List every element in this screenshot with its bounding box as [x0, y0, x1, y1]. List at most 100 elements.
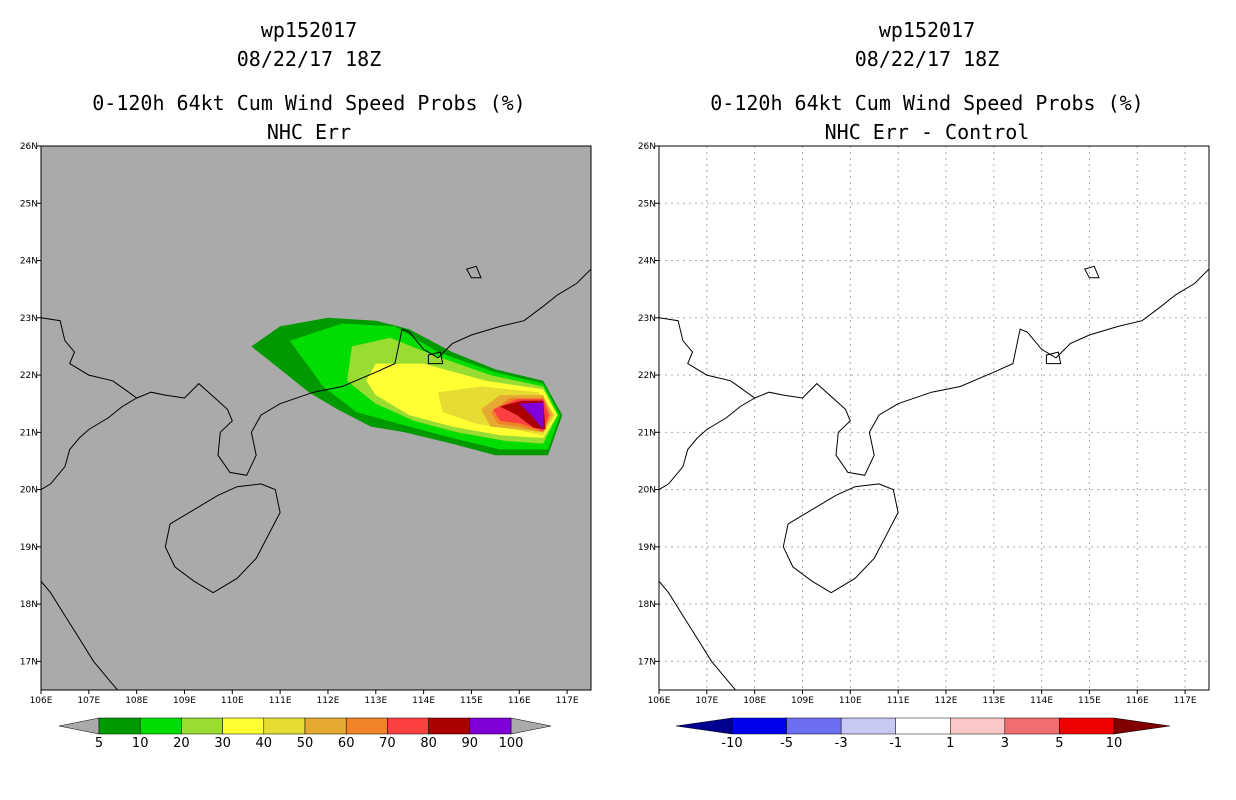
x-tick-label: 112E: [935, 696, 958, 706]
panel2-run-title: wp152017: [878, 18, 976, 42]
colorbar-label: 5: [1055, 736, 1063, 751]
x-tick-label: 112E: [317, 696, 340, 706]
y-tick-label: 26N: [20, 142, 38, 152]
y-tick-label: 20N: [638, 486, 656, 496]
colorbar-over-arrow: [1113, 717, 1171, 735]
x-tick-label: 110E: [839, 696, 862, 706]
coastline-coast-south-china: [659, 268, 1209, 476]
colorbar-swatch: [304, 717, 347, 735]
x-tick-label: 109E: [173, 696, 196, 706]
colorbar-label: 30: [214, 736, 231, 751]
coastline-island: [427, 351, 444, 365]
map-frame: [40, 145, 592, 691]
y-tick-label: 22N: [638, 371, 656, 381]
coastline-coast-south-china: [41, 268, 591, 476]
y-tick-label: 19N: [20, 543, 38, 553]
colorbar-label: 10: [132, 736, 149, 751]
colorbar-swatch: [428, 717, 471, 735]
colorbar-swatch: [181, 717, 223, 735]
map-background: [659, 146, 1209, 690]
colorbar-under-arrow: [675, 717, 733, 735]
y-tick-label: 18N: [638, 600, 656, 610]
colorbar-label: 70: [379, 736, 396, 751]
panel1-run-title: wp152017: [260, 18, 358, 42]
x-tick-label: 111E: [887, 696, 910, 706]
y-tick-label: 25N: [20, 199, 38, 209]
colorbar-swatch: [950, 717, 1006, 735]
y-tick-label: 21N: [638, 428, 656, 438]
coastline-coast-central-vietnam: [41, 580, 119, 690]
y-tick-label: 26N: [638, 142, 656, 152]
prob-contour-90: [519, 402, 544, 430]
x-tick-label: 114E: [1030, 696, 1053, 706]
panel2-colorbar: -10 -5 -3 -1 1 3 5 10: [675, 717, 1171, 751]
y-tick-label: 24N: [638, 257, 656, 267]
colorbar-label: 90: [462, 736, 479, 751]
coastline-island: [465, 265, 482, 279]
colorbar-swatch: [387, 717, 429, 735]
colorbar-label: 5: [95, 736, 103, 751]
colorbar-swatch: [1004, 717, 1060, 735]
colorbar-label: 1: [946, 736, 954, 751]
y-tick-label: 19N: [638, 543, 656, 553]
y-tick-label: 18N: [20, 600, 38, 610]
panel1-product-title: 0-120h 64kt Cum Wind Speed Probs (%): [92, 91, 526, 115]
x-tick-label: 116E: [1126, 696, 1149, 706]
x-tick-label: 108E: [125, 696, 148, 706]
panel2-date-title: 08/22/17 18Z: [854, 47, 1000, 71]
x-tick-label: 115E: [1078, 696, 1101, 706]
x-tick-label: 108E: [743, 696, 766, 706]
colorbar-label: 100: [499, 736, 524, 751]
colorbar-label: 20: [173, 736, 190, 751]
map-frame: [658, 145, 1210, 691]
y-tick-label: 25N: [638, 199, 656, 209]
x-tick-label: 107E: [77, 696, 100, 706]
x-tick-label: 107E: [695, 696, 718, 706]
colorbar-label: 80: [420, 736, 437, 751]
y-tick-label: 23N: [638, 314, 656, 324]
x-tick-label: 113E: [982, 696, 1005, 706]
y-tick-label: 23N: [20, 314, 38, 324]
colorbar-label: -5: [780, 736, 793, 751]
colorbar-swatch: [139, 717, 182, 735]
x-tick-label: 109E: [791, 696, 814, 706]
colorbar-swatch: [840, 717, 896, 735]
colorbar-label: 3: [1001, 736, 1009, 751]
colorbar-swatch: [731, 717, 787, 735]
coastline-hainan: [782, 483, 899, 594]
x-tick-label: 106E: [648, 696, 671, 706]
x-tick-label: 117E: [1174, 696, 1197, 706]
coastline-coast-north-vietnam: [659, 397, 755, 491]
x-tick-label: 115E: [460, 696, 483, 706]
panel2-subtitle: NHC Err - Control: [824, 120, 1030, 144]
x-tick-label: 113E: [364, 696, 387, 706]
colorbar-label: -3: [835, 736, 848, 751]
coastline-island: [1045, 351, 1062, 365]
colorbar-swatch: [222, 717, 265, 735]
panel1-map: 106E 107E 108E 109E 110E 111E 112E 113E 114E 115E…: [20, 142, 592, 706]
colorbar-swatch: [895, 717, 951, 735]
colorbar-swatch: [263, 717, 306, 735]
coastline-island: [1083, 265, 1100, 279]
colorbar-label: 10: [1106, 736, 1123, 751]
panel1-colorbar: 5 10 20 30 40 50 60 70 80 90 100: [58, 717, 552, 751]
coastline-coast-central-vietnam: [659, 580, 737, 690]
colorbar-label: -10: [721, 736, 742, 751]
x-tick-label: 114E: [412, 696, 435, 706]
x-tick-label: 111E: [269, 696, 292, 706]
coastline-hainan: [164, 483, 281, 594]
x-tick-label: 110E: [221, 696, 244, 706]
y-tick-label: 22N: [20, 371, 38, 381]
panel2-product-title: 0-120h 64kt Cum Wind Speed Probs (%): [710, 91, 1144, 115]
colorbar-swatch: [786, 717, 842, 735]
y-tick-label: 17N: [638, 657, 656, 667]
coastline-coast-north-vietnam: [41, 397, 137, 491]
colorbar-over-arrow: [510, 717, 552, 735]
x-tick-label: 116E: [508, 696, 531, 706]
colorbar-label: 40: [256, 736, 273, 751]
colorbar-swatch: [469, 717, 512, 735]
panel1-subtitle: NHC Err: [266, 120, 352, 144]
colorbar-swatch: [1059, 717, 1115, 735]
colorbar-swatch: [98, 717, 141, 735]
